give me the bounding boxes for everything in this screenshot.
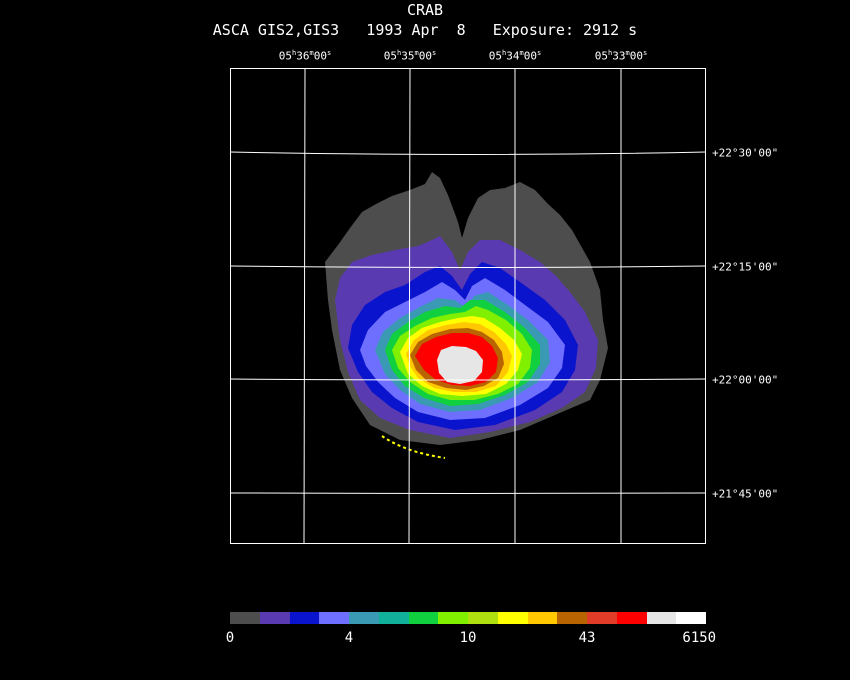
dec-label: +22°00'00" — [712, 373, 779, 387]
dec-grid-line — [229, 265, 707, 268]
colorbar — [230, 612, 706, 624]
colorbar-tick-label: 0 — [225, 630, 235, 646]
colorbar-tick-label: 43 — [578, 630, 596, 646]
ra-label: 05h33m00s — [594, 49, 648, 63]
ra-label: 05h35m00s — [383, 49, 437, 63]
colorbar-swatch — [408, 612, 439, 624]
colorbar-swatch — [289, 612, 320, 624]
map-title: CRAB — [406, 1, 444, 19]
map-subtitle: ASCA GIS2,GIS3 1993 Apr 8 Exposure: 2912… — [212, 21, 638, 39]
colorbar-swatch — [587, 612, 617, 624]
colorbar-tick-label: 10 — [459, 630, 477, 646]
colorbar-swatch — [378, 612, 409, 624]
colorbar-swatch — [676, 612, 706, 624]
ra-label: 05h34m00s — [488, 49, 542, 63]
dec-grid-line — [229, 151, 707, 155]
colorbar-tick-label: 4 — [344, 630, 354, 646]
colorbar-swatch — [230, 612, 260, 624]
colorbar-swatch — [259, 612, 290, 624]
map-frame — [230, 68, 706, 544]
dec-grid-line — [229, 492, 707, 494]
colorbar-swatch — [497, 612, 528, 624]
dec-grid-line — [229, 378, 707, 381]
colorbar-swatch — [557, 612, 587, 624]
ra-grid-line — [408, 67, 411, 544]
colorbar-swatch — [527, 612, 558, 624]
ra-label: 05h36m00s — [278, 49, 332, 63]
xray-emission — [325, 172, 608, 459]
dec-label: +22°15'00" — [712, 260, 779, 274]
ra-grid-line — [303, 67, 306, 544]
colorbar-tick-label: 6150 — [682, 630, 717, 646]
colorbar-swatch — [349, 612, 379, 624]
colorbar-swatch — [646, 612, 677, 624]
colorbar-swatch — [616, 612, 647, 624]
emission-core-white — [437, 346, 483, 384]
dec-label: +22°30'00" — [712, 146, 779, 160]
colorbar-swatch — [468, 612, 498, 624]
coordinate-grid — [229, 67, 707, 544]
dec-label: +21°45'00" — [712, 487, 779, 501]
colorbar-swatch — [438, 612, 468, 624]
colorbar-swatch — [319, 612, 349, 624]
